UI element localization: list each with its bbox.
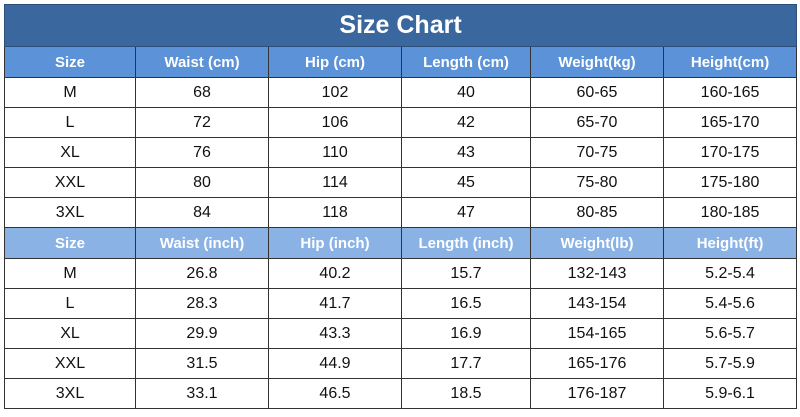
value-cell: 175-180 bbox=[662, 167, 798, 198]
inch-table-row: M 26.8 40.2 15.7 132-143 5.2-5.4 bbox=[4, 258, 798, 289]
value-cell: 143-154 bbox=[530, 288, 664, 319]
cm-column-header: Weight(kg) bbox=[530, 46, 664, 78]
inch-column-header: Waist (inch) bbox=[135, 227, 269, 259]
value-cell: 106 bbox=[268, 107, 402, 138]
value-cell: 132-143 bbox=[530, 258, 664, 289]
value-cell: 176-187 bbox=[530, 378, 664, 409]
cm-column-header: Height(cm) bbox=[662, 46, 798, 78]
value-cell: 44.9 bbox=[268, 348, 402, 379]
value-cell: 76 bbox=[135, 137, 269, 168]
value-cell: 15.7 bbox=[401, 258, 531, 289]
value-cell: 43.3 bbox=[268, 318, 402, 349]
inch-column-header: Weight(lb) bbox=[530, 227, 664, 259]
cm-table-row: XL 76 110 43 70-75 170-175 bbox=[4, 137, 798, 168]
value-cell: 18.5 bbox=[401, 378, 531, 409]
cm-header-row: Size Waist (cm) Hip (cm) Length (cm) Weight(… bbox=[4, 46, 798, 78]
cm-table-row: M 68 102 40 60-65 160-165 bbox=[4, 77, 798, 108]
value-cell: 5.6-5.7 bbox=[662, 318, 798, 349]
inch-column-header: Length (inch) bbox=[401, 227, 531, 259]
size-cell: XL bbox=[4, 137, 136, 168]
value-cell: 5.7-5.9 bbox=[662, 348, 798, 379]
value-cell: 29.9 bbox=[135, 318, 269, 349]
value-cell: 16.5 bbox=[401, 288, 531, 319]
value-cell: 45 bbox=[401, 167, 531, 198]
size-cell: L bbox=[4, 288, 136, 319]
value-cell: 84 bbox=[135, 197, 269, 228]
value-cell: 31.5 bbox=[135, 348, 269, 379]
size-cell: XXL bbox=[4, 348, 136, 379]
value-cell: 60-65 bbox=[530, 77, 664, 108]
cm-column-header: Hip (cm) bbox=[268, 46, 402, 78]
value-cell: 114 bbox=[268, 167, 402, 198]
size-cell: M bbox=[4, 77, 136, 108]
cm-table-row: XXL 80 114 45 75-80 175-180 bbox=[4, 167, 798, 198]
cm-table-row: L 72 106 42 65-70 165-170 bbox=[4, 107, 798, 138]
value-cell: 118 bbox=[268, 197, 402, 228]
value-cell: 72 bbox=[135, 107, 269, 138]
value-cell: 165-170 bbox=[662, 107, 798, 138]
size-cell: XL bbox=[4, 318, 136, 349]
size-cell: 3XL bbox=[4, 197, 136, 228]
size-cell: XXL bbox=[4, 167, 136, 198]
value-cell: 17.7 bbox=[401, 348, 531, 379]
value-cell: 16.9 bbox=[401, 318, 531, 349]
value-cell: 42 bbox=[401, 107, 531, 138]
value-cell: 47 bbox=[401, 197, 531, 228]
value-cell: 102 bbox=[268, 77, 402, 108]
value-cell: 80-85 bbox=[530, 197, 664, 228]
value-cell: 5.4-5.6 bbox=[662, 288, 798, 319]
value-cell: 40.2 bbox=[268, 258, 402, 289]
inch-column-header: Height(ft) bbox=[662, 227, 798, 259]
value-cell: 5.2-5.4 bbox=[662, 258, 798, 289]
value-cell: 28.3 bbox=[135, 288, 269, 319]
value-cell: 165-176 bbox=[530, 348, 664, 379]
value-cell: 26.8 bbox=[135, 258, 269, 289]
value-cell: 65-70 bbox=[530, 107, 664, 138]
value-cell: 154-165 bbox=[530, 318, 664, 349]
value-cell: 160-165 bbox=[662, 77, 798, 108]
inch-header-row: Size Waist (inch) Hip (inch) Length (inch) W… bbox=[4, 227, 798, 259]
value-cell: 75-80 bbox=[530, 167, 664, 198]
inch-table-row: 3XL 33.1 46.5 18.5 176-187 5.9-6.1 bbox=[4, 378, 798, 409]
value-cell: 70-75 bbox=[530, 137, 664, 168]
value-cell: 110 bbox=[268, 137, 402, 168]
inch-column-header: Size bbox=[4, 227, 136, 259]
value-cell: 170-175 bbox=[662, 137, 798, 168]
size-cell: M bbox=[4, 258, 136, 289]
cm-column-header: Length (cm) bbox=[401, 46, 531, 78]
value-cell: 40 bbox=[401, 77, 531, 108]
cm-column-header: Waist (cm) bbox=[135, 46, 269, 78]
value-cell: 68 bbox=[135, 77, 269, 108]
value-cell: 180-185 bbox=[662, 197, 798, 228]
value-cell: 80 bbox=[135, 167, 269, 198]
size-cell: L bbox=[4, 107, 136, 138]
value-cell: 43 bbox=[401, 137, 531, 168]
inch-table-row: XL 29.9 43.3 16.9 154-165 5.6-5.7 bbox=[4, 318, 798, 349]
inch-table-row: L 28.3 41.7 16.5 143-154 5.4-5.6 bbox=[4, 288, 798, 319]
size-cell: 3XL bbox=[4, 378, 136, 409]
size-chart-table: Size Chart Size Waist (cm) Hip (cm) Length … bbox=[3, 4, 798, 409]
inch-table-row: XXL 31.5 44.9 17.7 165-176 5.7-5.9 bbox=[4, 348, 798, 379]
cm-table-row: 3XL 84 118 47 80-85 180-185 bbox=[4, 197, 798, 228]
value-cell: 41.7 bbox=[268, 288, 402, 319]
chart-title: Size Chart bbox=[3, 4, 798, 47]
value-cell: 5.9-6.1 bbox=[662, 378, 798, 409]
cm-column-header: Size bbox=[4, 46, 136, 78]
value-cell: 33.1 bbox=[135, 378, 269, 409]
value-cell: 46.5 bbox=[268, 378, 402, 409]
inch-column-header: Hip (inch) bbox=[268, 227, 402, 259]
